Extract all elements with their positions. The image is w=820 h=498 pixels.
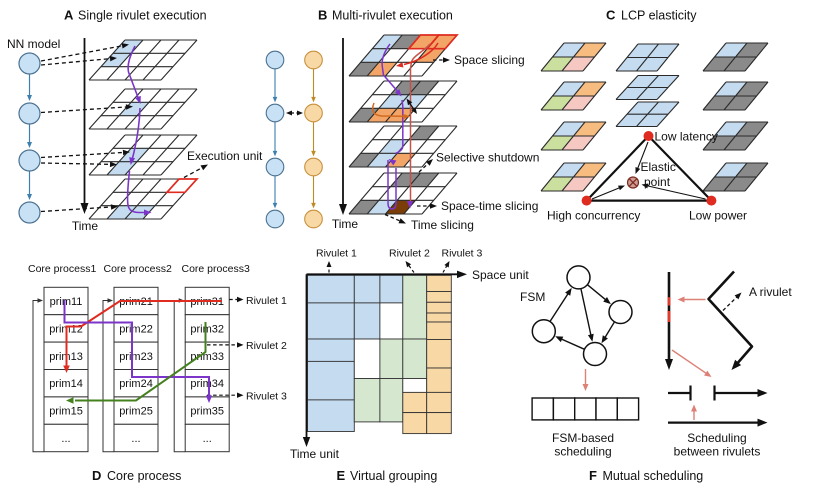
- svg-text:Mutual scheduling: Mutual scheduling: [603, 469, 704, 483]
- svg-text:Selective shutdown: Selective shutdown: [436, 151, 539, 165]
- svg-text:prim11: prim11: [50, 296, 83, 308]
- svg-text:FSM-based: FSM-based: [552, 431, 614, 445]
- svg-text:...: ...: [203, 433, 212, 445]
- svg-text:Space unit: Space unit: [472, 268, 529, 282]
- svg-text:...: ...: [131, 433, 140, 445]
- svg-text:prim32: prim32: [190, 323, 224, 335]
- svg-text:Rivulet 3: Rivulet 3: [246, 391, 287, 403]
- svg-text:Scheduling: Scheduling: [687, 431, 746, 445]
- svg-text:Low power: Low power: [689, 209, 747, 223]
- svg-text:NN model: NN model: [7, 37, 60, 51]
- svg-text:Time unit: Time unit: [290, 447, 340, 461]
- svg-text:High concurrency: High concurrency: [547, 209, 640, 223]
- svg-text:A rivulet: A rivulet: [749, 285, 792, 299]
- svg-text:LCP elasticity: LCP elasticity: [621, 9, 697, 23]
- svg-text:...: ...: [61, 433, 70, 445]
- svg-text:Single rivulet execution: Single rivulet execution: [78, 9, 207, 23]
- svg-text:Core process2: Core process2: [104, 263, 172, 275]
- svg-text:prim33: prim33: [190, 351, 224, 363]
- svg-text:Space slicing: Space slicing: [454, 53, 525, 67]
- svg-text:prim24: prim24: [119, 378, 153, 390]
- svg-text:prim35: prim35: [190, 406, 224, 418]
- svg-text:Multi-rivulet execution: Multi-rivulet execution: [332, 9, 453, 23]
- svg-text:Elastic: Elastic: [641, 160, 676, 174]
- svg-text:E: E: [337, 468, 346, 483]
- svg-text:Low latency: Low latency: [655, 130, 718, 144]
- svg-text:Virtual grouping: Virtual grouping: [350, 469, 437, 483]
- svg-text:B: B: [318, 8, 327, 23]
- svg-text:Core process1: Core process1: [28, 263, 96, 275]
- svg-text:Rivulet 3: Rivulet 3: [442, 248, 483, 260]
- svg-text:Execution unit: Execution unit: [187, 149, 263, 163]
- svg-text:Time slicing: Time slicing: [411, 218, 474, 232]
- svg-text:prim25: prim25: [119, 406, 153, 418]
- svg-text:prim15: prim15: [49, 406, 83, 418]
- svg-text:Rivulet 2: Rivulet 2: [246, 340, 287, 352]
- svg-text:scheduling: scheduling: [554, 445, 611, 459]
- svg-text:Core process3: Core process3: [182, 263, 250, 275]
- svg-text:between rivulets: between rivulets: [674, 445, 761, 459]
- svg-text:D: D: [92, 468, 101, 483]
- svg-text:Rivulet 1: Rivulet 1: [246, 295, 287, 307]
- svg-text:Time: Time: [72, 219, 99, 233]
- svg-text:C: C: [606, 8, 616, 23]
- svg-text:prim23: prim23: [119, 351, 153, 363]
- svg-text:Rivulet 1: Rivulet 1: [316, 248, 357, 260]
- svg-text:Space-time slicing: Space-time slicing: [441, 199, 538, 213]
- svg-text:F: F: [589, 468, 597, 483]
- svg-text:Rivulet 2: Rivulet 2: [389, 248, 430, 260]
- svg-text:prim34: prim34: [190, 378, 224, 390]
- svg-text:FSM: FSM: [520, 290, 545, 304]
- svg-text:point: point: [644, 175, 671, 189]
- svg-text:Time: Time: [332, 217, 359, 231]
- svg-text:A: A: [64, 8, 74, 23]
- svg-text:prim22: prim22: [119, 323, 153, 335]
- svg-text:prim14: prim14: [49, 378, 83, 390]
- svg-text:Core process: Core process: [107, 469, 181, 483]
